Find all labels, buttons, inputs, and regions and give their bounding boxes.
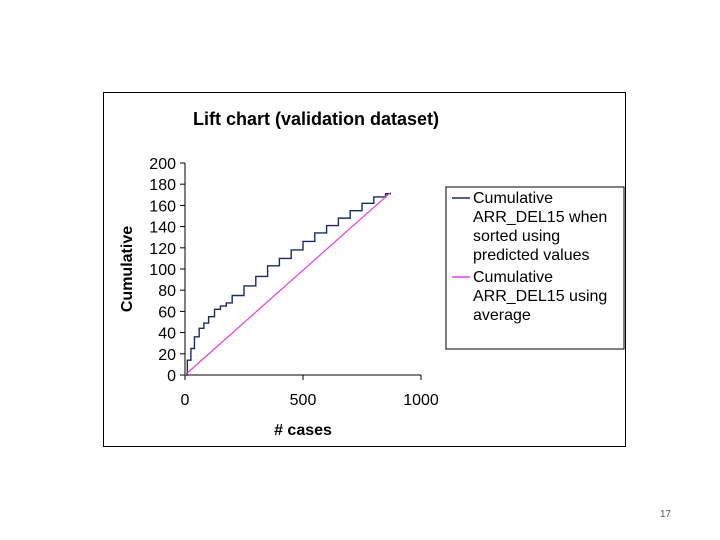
x-tick-label: 0: [181, 392, 190, 409]
series-line-1: [185, 192, 392, 376]
series-line-2: [184, 192, 391, 376]
y-tick-label: 40: [158, 326, 176, 343]
x-axis-label: # cases: [274, 422, 332, 439]
series-lines: [184, 192, 392, 376]
y-tick-label: 60: [158, 304, 176, 321]
legend-label: average: [473, 307, 531, 324]
y-tick-label: 180: [149, 177, 176, 194]
lift-chart: Lift chart (validation dataset) Cumulati…: [103, 92, 626, 447]
legend-label: ARR_DEL15 when: [473, 209, 607, 226]
y-tick-label: 140: [149, 220, 176, 237]
x-tick-label: 500: [290, 392, 317, 409]
axes: [180, 162, 422, 380]
y-tick-label: 120: [149, 241, 176, 258]
x-tick-label: 1000: [403, 392, 439, 409]
y-tick-label: 0: [167, 368, 176, 385]
legend-label: Cumulative: [473, 269, 553, 286]
lift-chart-svg: Lift chart (validation dataset) Cumulati…: [119, 109, 625, 439]
tick-labels: 0 20 40 60 80 100 120 140 160 180 200 0 500 1000: [149, 156, 439, 409]
chart-title: Lift chart (validation dataset): [193, 109, 439, 129]
legend: Cumulative ARR_DEL15 when sorted using pred…: [445, 186, 625, 350]
y-tick-label: 100: [149, 262, 176, 279]
y-tick-label: 80: [158, 283, 176, 300]
legend-box: [445, 186, 625, 350]
legend-label: Cumulative: [473, 190, 553, 207]
legend-label: ARR_DEL15 using: [473, 288, 607, 305]
page-number: 17: [660, 509, 672, 520]
y-tick-label: 160: [149, 198, 176, 215]
y-axis-label: Cumulative: [119, 226, 136, 312]
y-tick-label: 200: [149, 156, 176, 173]
legend-label: sorted using: [473, 228, 560, 245]
y-tick-label: 20: [158, 347, 176, 364]
legend-label: predicted values: [473, 247, 590, 264]
